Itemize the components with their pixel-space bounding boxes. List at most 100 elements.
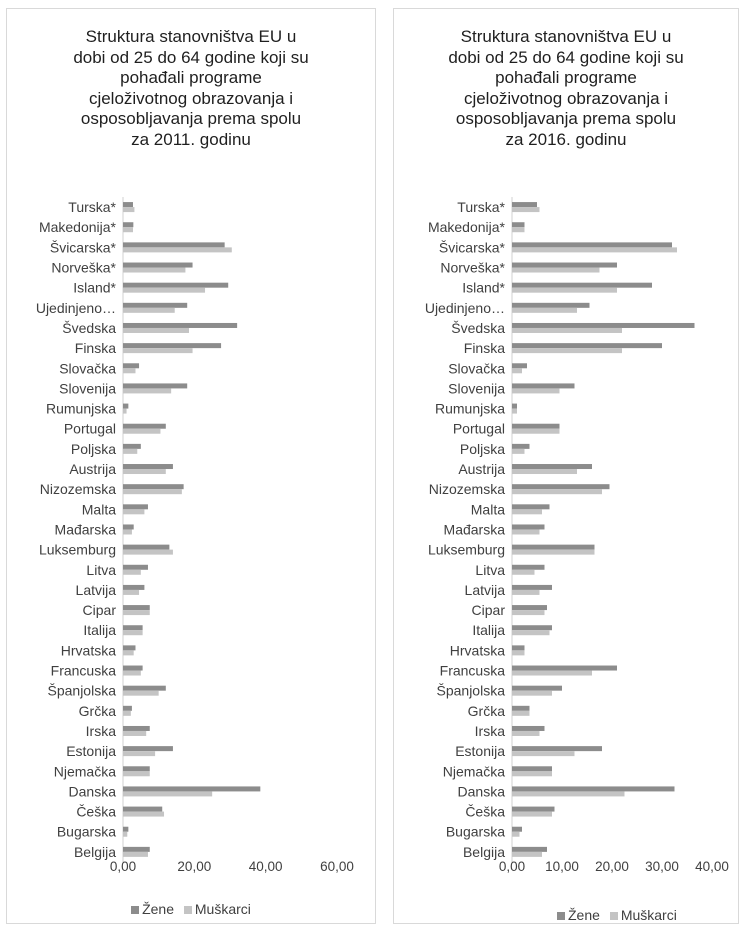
bar-muskarci: [512, 751, 575, 757]
bar-muskarci: [123, 408, 127, 414]
bar-zene: [512, 464, 592, 470]
bar-chart-2016: Turska* Makedonija* Švicarska* Norveška* Isl…: [425, 197, 729, 874]
bar-zene: [512, 806, 555, 812]
category-label: Belgija: [74, 844, 116, 860]
chart-title-line: dobi od 25 do 64 godine koji su: [448, 47, 684, 67]
category-label: Latvija: [76, 582, 117, 598]
chart-legend: Žene Muškarci: [7, 901, 375, 917]
category-label: Italija: [83, 622, 116, 638]
bar-zene: [512, 363, 527, 369]
bar-zene: [123, 322, 238, 328]
category-label: Grčka: [468, 703, 506, 719]
bar-zene: [123, 584, 145, 590]
bar-zene: [512, 846, 547, 852]
bar-muskarci: [512, 428, 560, 434]
category-label: Njemačka: [443, 763, 505, 779]
x-tick-label: 30,00: [645, 859, 679, 874]
category-label: Malta: [471, 501, 505, 517]
category-label: Poljska: [460, 441, 505, 457]
bar-zene: [512, 202, 537, 208]
category-label: Irska: [475, 723, 506, 739]
bar-muskarci: [512, 791, 625, 797]
bar-muskarci: [123, 307, 175, 313]
legend-label-muskarci: Muškarci: [194, 901, 251, 917]
category-label: Portugal: [453, 421, 505, 437]
bar-zene: [123, 725, 150, 731]
bar-muskarci: [123, 368, 136, 374]
bar-zene: [123, 282, 229, 288]
x-tick-label: 0,00: [499, 859, 525, 874]
legend-item-muskarci: Muškarci: [183, 901, 251, 917]
bar-zene: [123, 685, 166, 691]
category-label: Švedska: [62, 320, 116, 336]
bar-zene: [123, 363, 140, 369]
bar-zene: [123, 423, 166, 429]
bar-muskarci: [123, 851, 148, 857]
bar-zene: [123, 766, 150, 772]
bar-muskarci: [512, 287, 617, 293]
bar-muskarci: [512, 710, 530, 716]
x-tick-label: 20,00: [595, 859, 629, 874]
legend-swatch-zene: [557, 912, 565, 921]
bar-zene: [123, 544, 170, 550]
bar-zene: [123, 262, 193, 268]
legend-item-muskarci: Muškarci: [609, 907, 677, 923]
chart-title-line: Struktura stanovništva EU u: [460, 27, 672, 46]
bar-zene: [512, 383, 575, 389]
chart-title-line: osposobljavanja prema spolu: [80, 109, 302, 128]
bar-muskarci: [123, 267, 186, 273]
bar-zene: [123, 625, 143, 631]
bar-zene: [123, 705, 132, 711]
category-label: Portugal: [64, 421, 116, 437]
x-tick-label: 60,00: [320, 859, 354, 874]
category-label: Austrija: [458, 461, 505, 477]
category-label: Bugarska: [57, 824, 116, 840]
category-label: Cipar: [83, 602, 117, 618]
bar-muskarci: [123, 831, 128, 837]
bar-muskarci: [512, 589, 540, 595]
bar-muskarci: [123, 549, 173, 555]
bar-muskarci: [512, 569, 535, 575]
category-label: Island*: [73, 280, 116, 296]
bar-muskarci: [512, 529, 540, 535]
bar-muskarci: [123, 811, 165, 817]
category-label: Španjolska: [48, 683, 117, 699]
category-label: Grčka: [79, 703, 117, 719]
bar-zene: [512, 222, 525, 228]
bar-muskarci: [123, 428, 161, 434]
bar-muskarci: [123, 348, 193, 354]
category-label: Luksemburg: [39, 542, 116, 558]
bar-zene: [512, 322, 695, 328]
chart-title-line: pohađali programe: [120, 68, 262, 87]
chart-panel-2011: Struktura stanovništva EU u dobi od 25 d…: [6, 8, 376, 924]
category-label: Belgija: [463, 844, 505, 860]
legend-swatch-zene: [131, 906, 140, 915]
category-label: Bugarska: [446, 824, 505, 840]
bar-zene: [123, 605, 150, 611]
bar-zene: [123, 202, 133, 208]
bar-zene: [512, 343, 662, 349]
bar-muskarci: [123, 710, 131, 716]
bar-muskarci: [512, 388, 560, 394]
bar-muskarci: [512, 489, 602, 495]
category-label: Mađarska: [55, 521, 117, 537]
bar-zene: [512, 403, 517, 409]
bar-muskarci: [512, 307, 577, 313]
category-label: Turska*: [68, 199, 116, 215]
bar-zene: [123, 484, 184, 490]
bar-muskarci: [123, 791, 213, 797]
category-label: Latvija: [465, 582, 506, 598]
bar-muskarci: [512, 509, 542, 515]
category-label: Ujedinjeno…: [425, 300, 505, 316]
category-label: Estonija: [455, 743, 505, 759]
bar-zene: [512, 584, 552, 590]
bar-zene: [123, 806, 163, 812]
category-label: Francuska: [440, 663, 506, 679]
bar-zene: [123, 826, 129, 832]
category-label: Litva: [86, 562, 116, 578]
category-label: Poljska: [71, 441, 116, 457]
bar-zene: [512, 725, 545, 731]
category-label: Njemačka: [54, 763, 116, 779]
x-tick-label: 0,00: [110, 859, 136, 874]
category-label: Finska: [464, 340, 505, 356]
